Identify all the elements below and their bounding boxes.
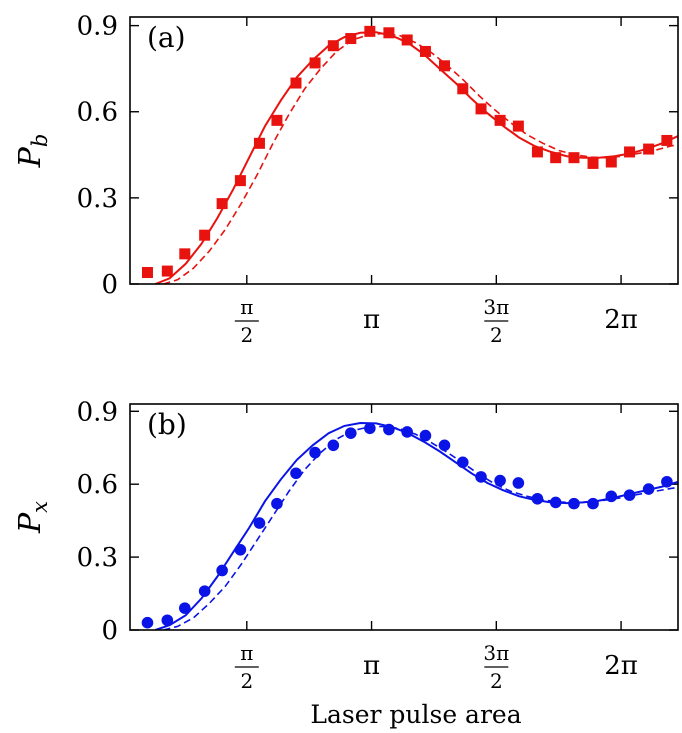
data-point-circle bbox=[419, 429, 432, 442]
data-point-circle bbox=[198, 585, 211, 597]
data-point-square bbox=[161, 265, 173, 277]
x-tick-label-numerator: π bbox=[240, 295, 253, 319]
data-point-square bbox=[383, 27, 395, 39]
data-point-circle bbox=[309, 446, 321, 459]
data-point-square bbox=[531, 146, 543, 158]
data-point-square bbox=[439, 60, 451, 72]
y-tick-label: 0.3 bbox=[77, 184, 118, 214]
data-point-circle bbox=[344, 427, 357, 439]
data-point-square bbox=[605, 156, 617, 168]
data-point-square bbox=[624, 146, 636, 158]
x-tick-label-denominator: 2 bbox=[240, 669, 253, 693]
y-axis-label: Pb bbox=[13, 134, 52, 169]
x-tick-label-numerator: 3π bbox=[483, 295, 509, 319]
data-point-square bbox=[512, 120, 524, 132]
data-point-square bbox=[494, 114, 506, 126]
data-point-circle bbox=[587, 497, 599, 510]
data-point-square bbox=[345, 33, 357, 45]
solid-fit-curve bbox=[155, 421, 678, 630]
x-tick-label: π bbox=[363, 651, 380, 681]
data-point-square bbox=[199, 229, 211, 241]
data-point-circle bbox=[290, 467, 302, 480]
x-tick-label: 2π bbox=[604, 651, 638, 681]
y-tick-label: 0 bbox=[101, 616, 118, 646]
data-point-square bbox=[568, 152, 580, 164]
data-point-circle bbox=[531, 492, 544, 505]
x-tick-label: 2π bbox=[604, 305, 638, 335]
data-point-square bbox=[253, 137, 265, 149]
data-point-circle bbox=[438, 439, 451, 452]
data-point-square bbox=[234, 175, 246, 187]
data-point-circle bbox=[642, 483, 655, 495]
plot-frame bbox=[129, 403, 679, 631]
data-point-square bbox=[179, 248, 191, 260]
data-point-square bbox=[216, 198, 228, 210]
y-tick-label: 0 bbox=[101, 270, 118, 300]
panel-label: (a) bbox=[147, 21, 186, 54]
data-point-circle bbox=[494, 474, 506, 487]
data-point-circle bbox=[512, 477, 525, 489]
data-point-circle bbox=[383, 423, 395, 436]
data-point-circle bbox=[253, 517, 266, 529]
x-axis-label: Laser pulse area bbox=[310, 700, 521, 729]
data-point-square bbox=[587, 157, 599, 169]
y-axis-label: Px bbox=[13, 501, 52, 534]
x-tick-label: π bbox=[363, 305, 380, 335]
data-point-circle bbox=[179, 602, 191, 614]
data-point-square bbox=[550, 152, 562, 164]
data-point-square bbox=[643, 143, 655, 155]
y-tick-label: 0.6 bbox=[77, 470, 118, 500]
data-point-square bbox=[271, 114, 283, 126]
data-point-square bbox=[309, 57, 321, 69]
data-point-circle bbox=[234, 544, 247, 556]
data-point-square bbox=[290, 77, 302, 89]
dashed-fit-curve bbox=[163, 32, 678, 284]
data-point-circle bbox=[216, 564, 228, 577]
panel-label: (b) bbox=[147, 408, 187, 441]
data-point-circle bbox=[327, 439, 340, 452]
data-point-square bbox=[475, 103, 487, 115]
panel-b: 00.30.60.9π2 π 3π2 2π(b)Px bbox=[13, 397, 679, 693]
panel-a: 00.30.60.9π2 π 3π2 2π(a)Pb bbox=[13, 12, 679, 347]
data-point-circle bbox=[568, 497, 580, 510]
data-point-square bbox=[661, 134, 673, 146]
data-point-circle bbox=[475, 471, 487, 483]
data-point-circle bbox=[161, 614, 174, 627]
data-point-square bbox=[419, 45, 431, 57]
data-point-circle bbox=[623, 489, 636, 501]
x-tick-label-denominator: 2 bbox=[490, 323, 503, 347]
x-tick-label-denominator: 2 bbox=[490, 669, 503, 693]
plot-frame bbox=[129, 16, 679, 285]
data-point-circle bbox=[456, 456, 469, 469]
data-point-circle bbox=[401, 426, 413, 438]
data-point-circle bbox=[661, 475, 673, 488]
data-point-circle bbox=[364, 422, 376, 435]
data-point-circle bbox=[271, 497, 283, 510]
x-tick-label-numerator: 3π bbox=[483, 641, 509, 665]
data-point-circle bbox=[549, 496, 562, 509]
data-point-circle bbox=[141, 616, 154, 629]
y-tick-label: 0.3 bbox=[77, 543, 118, 573]
y-tick-label: 0.9 bbox=[77, 397, 118, 427]
y-tick-label: 0.9 bbox=[77, 12, 118, 42]
y-tick-label: 0.6 bbox=[77, 98, 118, 128]
data-point-circle bbox=[605, 490, 618, 503]
data-point-square bbox=[401, 34, 413, 46]
data-point-square bbox=[364, 25, 376, 37]
data-point-square bbox=[327, 40, 339, 52]
dashed-fit-curve bbox=[163, 425, 678, 630]
data-point-square bbox=[141, 267, 153, 279]
x-tick-label-numerator: π bbox=[240, 641, 253, 665]
x-tick-label-denominator: 2 bbox=[240, 323, 253, 347]
data-point-square bbox=[457, 83, 469, 95]
